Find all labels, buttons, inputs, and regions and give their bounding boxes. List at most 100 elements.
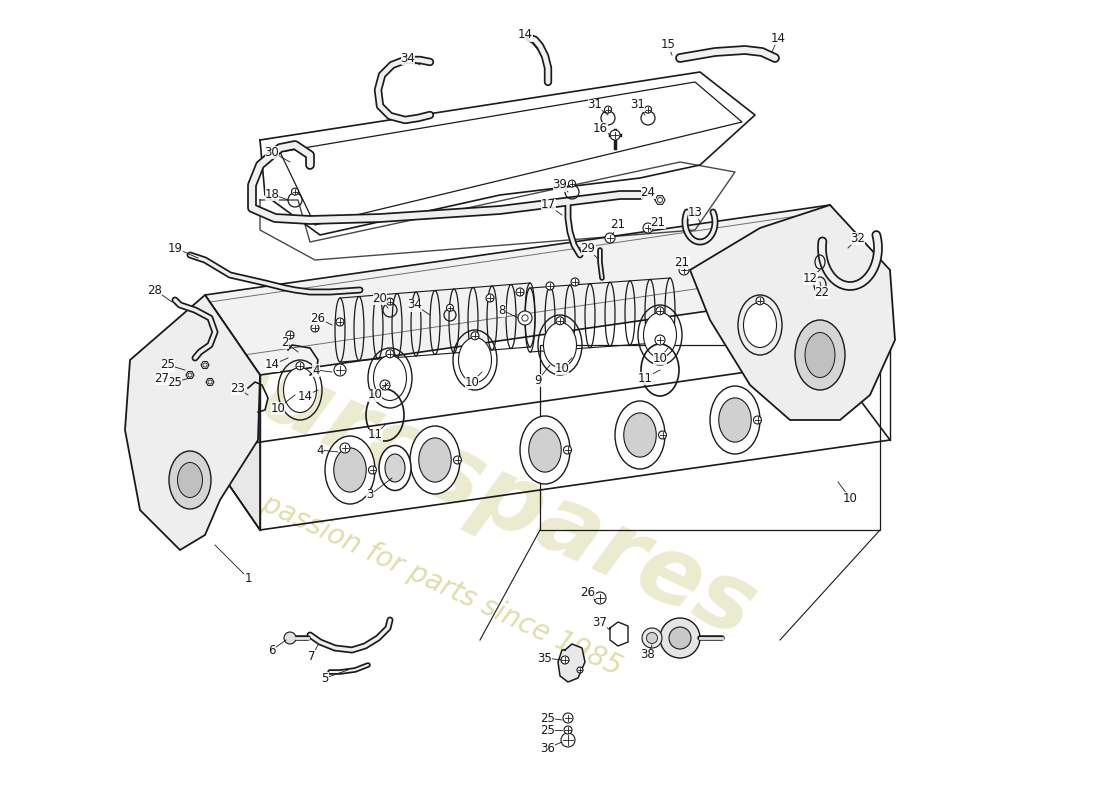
Ellipse shape [284, 367, 317, 413]
Polygon shape [125, 295, 260, 550]
Circle shape [296, 362, 304, 370]
Circle shape [679, 265, 689, 275]
Ellipse shape [379, 446, 411, 490]
Polygon shape [690, 205, 895, 420]
Circle shape [754, 416, 761, 424]
Circle shape [386, 298, 394, 305]
Text: 23: 23 [231, 382, 245, 394]
Ellipse shape [805, 333, 835, 378]
Circle shape [340, 443, 350, 453]
Polygon shape [654, 196, 666, 204]
Circle shape [605, 106, 612, 113]
Text: 31: 31 [587, 98, 603, 111]
Text: 6: 6 [268, 643, 276, 657]
Circle shape [208, 380, 212, 384]
Circle shape [379, 380, 390, 390]
Text: 24: 24 [640, 186, 656, 198]
Text: 7: 7 [308, 650, 316, 662]
Text: 4: 4 [317, 443, 323, 457]
Text: 10: 10 [843, 491, 857, 505]
Ellipse shape [385, 454, 405, 482]
Circle shape [286, 331, 294, 339]
Text: 13: 13 [688, 206, 703, 218]
Circle shape [453, 456, 462, 464]
Text: 34: 34 [400, 51, 416, 65]
Ellipse shape [644, 313, 676, 358]
Ellipse shape [718, 398, 751, 442]
Circle shape [756, 297, 764, 305]
Ellipse shape [647, 633, 658, 643]
Text: 10: 10 [652, 351, 668, 365]
Text: 11: 11 [367, 429, 383, 442]
Ellipse shape [669, 627, 691, 649]
Polygon shape [205, 295, 260, 530]
Circle shape [569, 180, 575, 187]
Text: 15: 15 [661, 38, 675, 51]
Ellipse shape [642, 628, 662, 648]
Text: 8: 8 [498, 303, 506, 317]
Circle shape [292, 188, 298, 195]
Text: 2: 2 [282, 335, 288, 349]
Circle shape [645, 106, 651, 113]
Text: 14: 14 [517, 29, 532, 42]
Circle shape [471, 332, 478, 340]
Circle shape [518, 311, 532, 325]
Circle shape [336, 318, 344, 326]
Text: 28: 28 [147, 283, 163, 297]
Ellipse shape [419, 438, 451, 482]
Text: 9: 9 [535, 374, 541, 386]
Ellipse shape [520, 416, 570, 484]
Circle shape [204, 363, 207, 367]
Text: 17: 17 [540, 198, 556, 211]
Text: 35: 35 [538, 651, 552, 665]
Text: 25: 25 [167, 375, 183, 389]
Ellipse shape [744, 302, 777, 347]
Text: 34: 34 [408, 298, 422, 311]
Text: 21: 21 [674, 255, 690, 269]
Circle shape [571, 278, 579, 286]
Text: 30: 30 [265, 146, 279, 158]
Text: 22: 22 [814, 286, 829, 298]
Text: 14: 14 [297, 390, 312, 402]
Ellipse shape [374, 355, 407, 401]
Text: eurospares: eurospares [190, 322, 770, 658]
Bar [540, 345, 880, 530]
Circle shape [658, 198, 662, 202]
Polygon shape [206, 378, 214, 386]
Text: 18: 18 [265, 187, 279, 201]
Polygon shape [205, 205, 890, 375]
Text: 4: 4 [312, 363, 320, 377]
Text: 20: 20 [373, 291, 387, 305]
Circle shape [486, 294, 494, 302]
Text: 25: 25 [540, 711, 556, 725]
Text: 14: 14 [770, 31, 785, 45]
Circle shape [644, 223, 653, 233]
Ellipse shape [284, 632, 296, 644]
Circle shape [368, 466, 376, 474]
Circle shape [556, 317, 564, 325]
Circle shape [386, 350, 394, 358]
Text: 16: 16 [593, 122, 607, 134]
Ellipse shape [624, 413, 657, 457]
Text: 10: 10 [464, 375, 480, 389]
Text: 39: 39 [552, 178, 568, 191]
Ellipse shape [333, 448, 366, 492]
Polygon shape [201, 362, 209, 369]
Text: 29: 29 [581, 242, 595, 254]
Circle shape [563, 446, 572, 454]
Text: 32: 32 [850, 231, 866, 245]
Text: a passion for parts since 1985: a passion for parts since 1985 [234, 478, 626, 682]
Ellipse shape [177, 462, 202, 498]
Text: 36: 36 [540, 742, 556, 754]
Text: 3: 3 [366, 489, 374, 502]
Text: 25: 25 [161, 358, 175, 371]
Circle shape [564, 726, 572, 734]
Ellipse shape [710, 386, 760, 454]
Circle shape [594, 592, 606, 604]
Text: 10: 10 [367, 389, 383, 402]
Polygon shape [558, 644, 585, 682]
Text: 26: 26 [310, 311, 326, 325]
Ellipse shape [459, 338, 492, 382]
Circle shape [334, 364, 346, 376]
Circle shape [656, 306, 664, 314]
